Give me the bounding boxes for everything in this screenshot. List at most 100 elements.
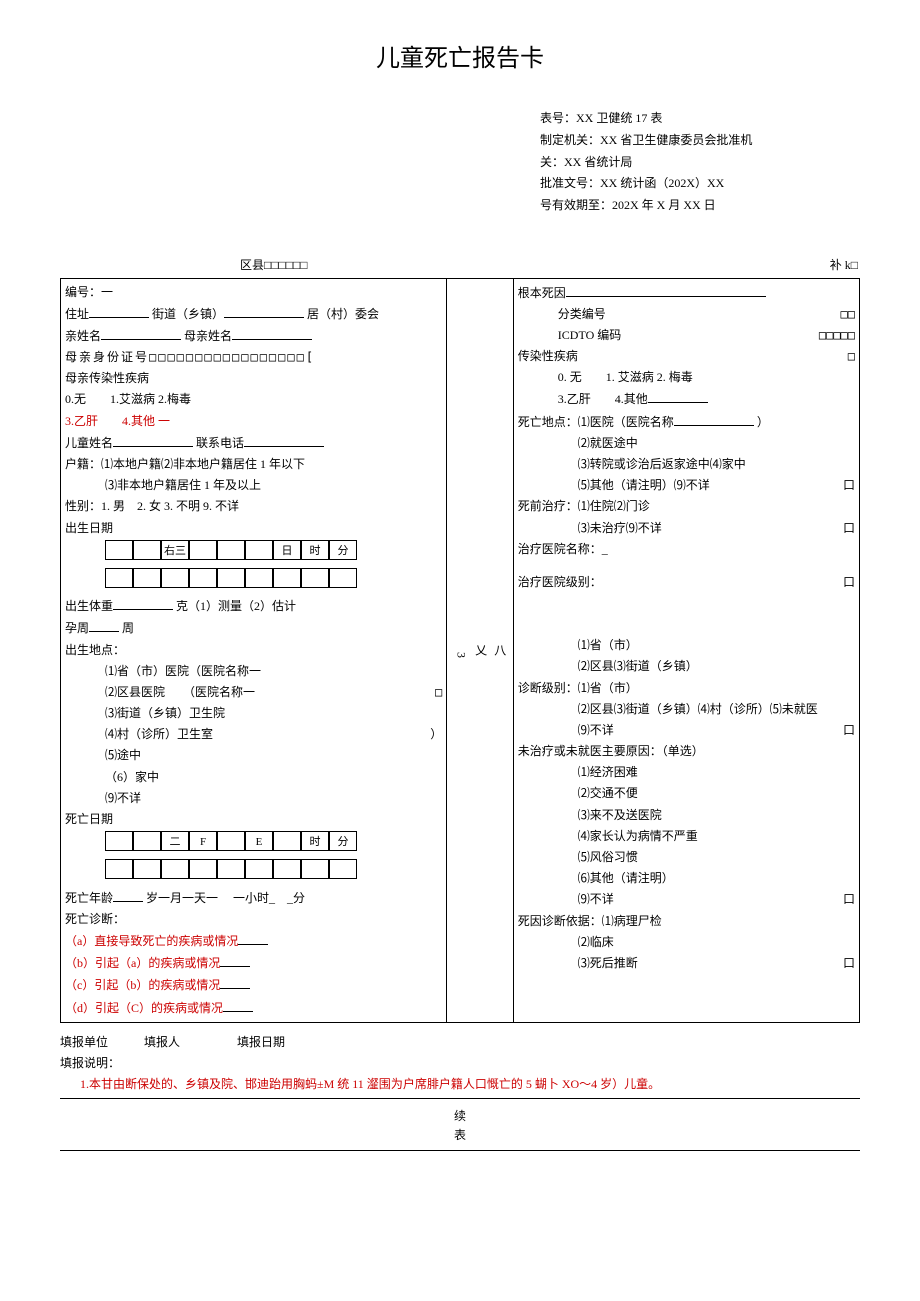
cell[interactable]	[105, 831, 133, 851]
checkbox[interactable]: □	[435, 683, 442, 702]
db-opt3: ⑶死后推断 口	[518, 954, 855, 973]
parent-names: 亲姓名 母亲姓名	[65, 326, 442, 346]
gender: 性别：1. 男 2. 女 3. 不明 9. 不详	[65, 497, 442, 516]
checkbox[interactable]: □□	[841, 305, 855, 324]
label: 母亲姓名	[184, 329, 232, 343]
bp-opt3: ⑶街道（乡镇）卫生院	[65, 704, 442, 723]
cell[interactable]	[245, 568, 273, 588]
label: （b）引起（a）的疾病或情况	[65, 956, 220, 970]
cell[interactable]: 时	[301, 831, 329, 851]
label: （a）直接导致死亡的疾病或情况	[65, 934, 238, 948]
blank[interactable]	[220, 953, 250, 967]
cell[interactable]	[161, 859, 189, 879]
page-title: 儿童死亡报告卡	[60, 40, 860, 78]
cell[interactable]	[301, 568, 329, 588]
mother-disease-label: 母亲传染性疾病	[65, 369, 442, 388]
blank[interactable]	[220, 975, 250, 989]
cell[interactable]	[189, 540, 217, 560]
bp-opt6: （6）家中	[65, 768, 442, 787]
cell[interactable]: 分	[329, 540, 357, 560]
label: 联系电话	[196, 436, 244, 450]
cell[interactable]	[189, 568, 217, 588]
label: 死亡地点：⑴医院（医院名称	[518, 415, 674, 429]
left-column: 编号：一 住址 街道（乡镇） 居（村）委会 亲姓名 母亲姓名 母亲身份证号□□□…	[61, 279, 447, 1023]
checkbox[interactable]: 口	[843, 519, 855, 538]
cell[interactable]	[273, 568, 301, 588]
blank[interactable]	[244, 433, 324, 447]
footer: 填报单位 填报人 填报日期 填报说明： 1.本甘由断保处的、乡镇及院、邯迪跆用胸…	[60, 1033, 860, 1151]
cell[interactable]	[329, 568, 357, 588]
cell[interactable]	[105, 568, 133, 588]
blank[interactable]	[101, 326, 181, 340]
diag-level: 诊断级别：⑴省（市）	[518, 679, 855, 698]
cell[interactable]	[161, 568, 189, 588]
blank[interactable]	[224, 304, 304, 318]
blank[interactable]	[89, 618, 119, 632]
cell[interactable]	[329, 859, 357, 879]
pre-treat: 死前治疗：⑴住院⑵门诊	[518, 497, 855, 516]
blank[interactable]	[674, 412, 754, 426]
cell[interactable]	[245, 540, 273, 560]
cell[interactable]: 分	[329, 831, 357, 851]
cell[interactable]: 时	[301, 540, 329, 560]
form-table: 编号：一 住址 街道（乡镇） 居（村）委会 亲姓名 母亲姓名 母亲身份证号□□□…	[60, 279, 860, 1023]
cell[interactable]	[301, 859, 329, 879]
cell[interactable]	[105, 540, 133, 560]
checkbox[interactable]: 口	[843, 890, 855, 909]
checkbox[interactable]: □□□□□	[819, 326, 855, 345]
birth-date-label: 出生日期	[65, 519, 442, 538]
checkbox[interactable]: 口	[843, 573, 855, 592]
label: 克（1）测量（2）估计	[176, 599, 296, 613]
checkbox[interactable]: 口	[843, 721, 855, 740]
cell[interactable]: F	[189, 831, 217, 851]
cell[interactable]: 二	[161, 831, 189, 851]
label: 一小时_ _分	[233, 891, 305, 905]
cell[interactable]	[105, 859, 133, 879]
nt-opt3: ⑶来不及送医院	[518, 806, 855, 825]
cell[interactable]	[217, 568, 245, 588]
meta-info: 表号：XX 卫健统 17 表 制定机关：XX 省卫生健康委员会批准机 关：XX …	[540, 108, 860, 216]
cell[interactable]	[217, 831, 245, 851]
cell[interactable]	[273, 859, 301, 879]
label: 岁一月一天一	[146, 891, 218, 905]
blank[interactable]	[232, 326, 312, 340]
dl-opt9: ⑼不详 口	[518, 721, 855, 740]
blank[interactable]	[113, 888, 143, 902]
meta-line: 批准文号：XX 统计函（202X）XX	[540, 173, 860, 195]
checkbox[interactable]: 口	[843, 954, 855, 973]
diag-d: （d）引起（C）的疾病或情况	[65, 998, 442, 1018]
blank[interactable]	[238, 931, 268, 945]
pre-treat2: ⑶未治疗⑼不详 口	[518, 519, 855, 538]
cell[interactable]	[217, 540, 245, 560]
cell[interactable]: 日	[273, 540, 301, 560]
blank[interactable]	[89, 304, 149, 318]
reporter-row: 填报单位 填报人 填报日期	[60, 1033, 860, 1052]
blank[interactable]	[223, 998, 253, 1012]
label: （d）引起（C）的疾病或情况	[65, 1001, 223, 1015]
paren: ）	[430, 725, 442, 744]
cell[interactable]	[133, 831, 161, 851]
cell[interactable]: 右三	[161, 540, 189, 560]
cell[interactable]	[133, 568, 161, 588]
cell[interactable]	[245, 859, 273, 879]
cell[interactable]	[133, 540, 161, 560]
checkbox[interactable]: 口	[843, 476, 855, 495]
label: ⑵区县医院 （医院名称一	[105, 683, 255, 702]
cell[interactable]	[273, 831, 301, 851]
blank[interactable]	[113, 433, 193, 447]
cell[interactable]	[189, 859, 217, 879]
household2: ⑶非本地户籍居住 1 年及以上	[65, 476, 442, 495]
checkbox[interactable]: □	[848, 347, 855, 366]
cell[interactable]	[133, 859, 161, 879]
label: 治疗医院级别：	[518, 573, 602, 592]
blank[interactable]	[113, 596, 173, 610]
mother-id: 母亲身份证号□□□□□□□□□□□□□□□□□[	[65, 348, 442, 367]
blank[interactable]	[566, 283, 766, 297]
cont-text: 续	[60, 1107, 860, 1126]
blank[interactable]	[648, 389, 708, 403]
meta-line: 关：XX 省统计局	[540, 152, 860, 174]
label: 周	[122, 621, 134, 635]
cell[interactable]: E	[245, 831, 273, 851]
cell[interactable]	[217, 859, 245, 879]
label: （c）引起（b）的疾病或情况	[65, 978, 220, 992]
